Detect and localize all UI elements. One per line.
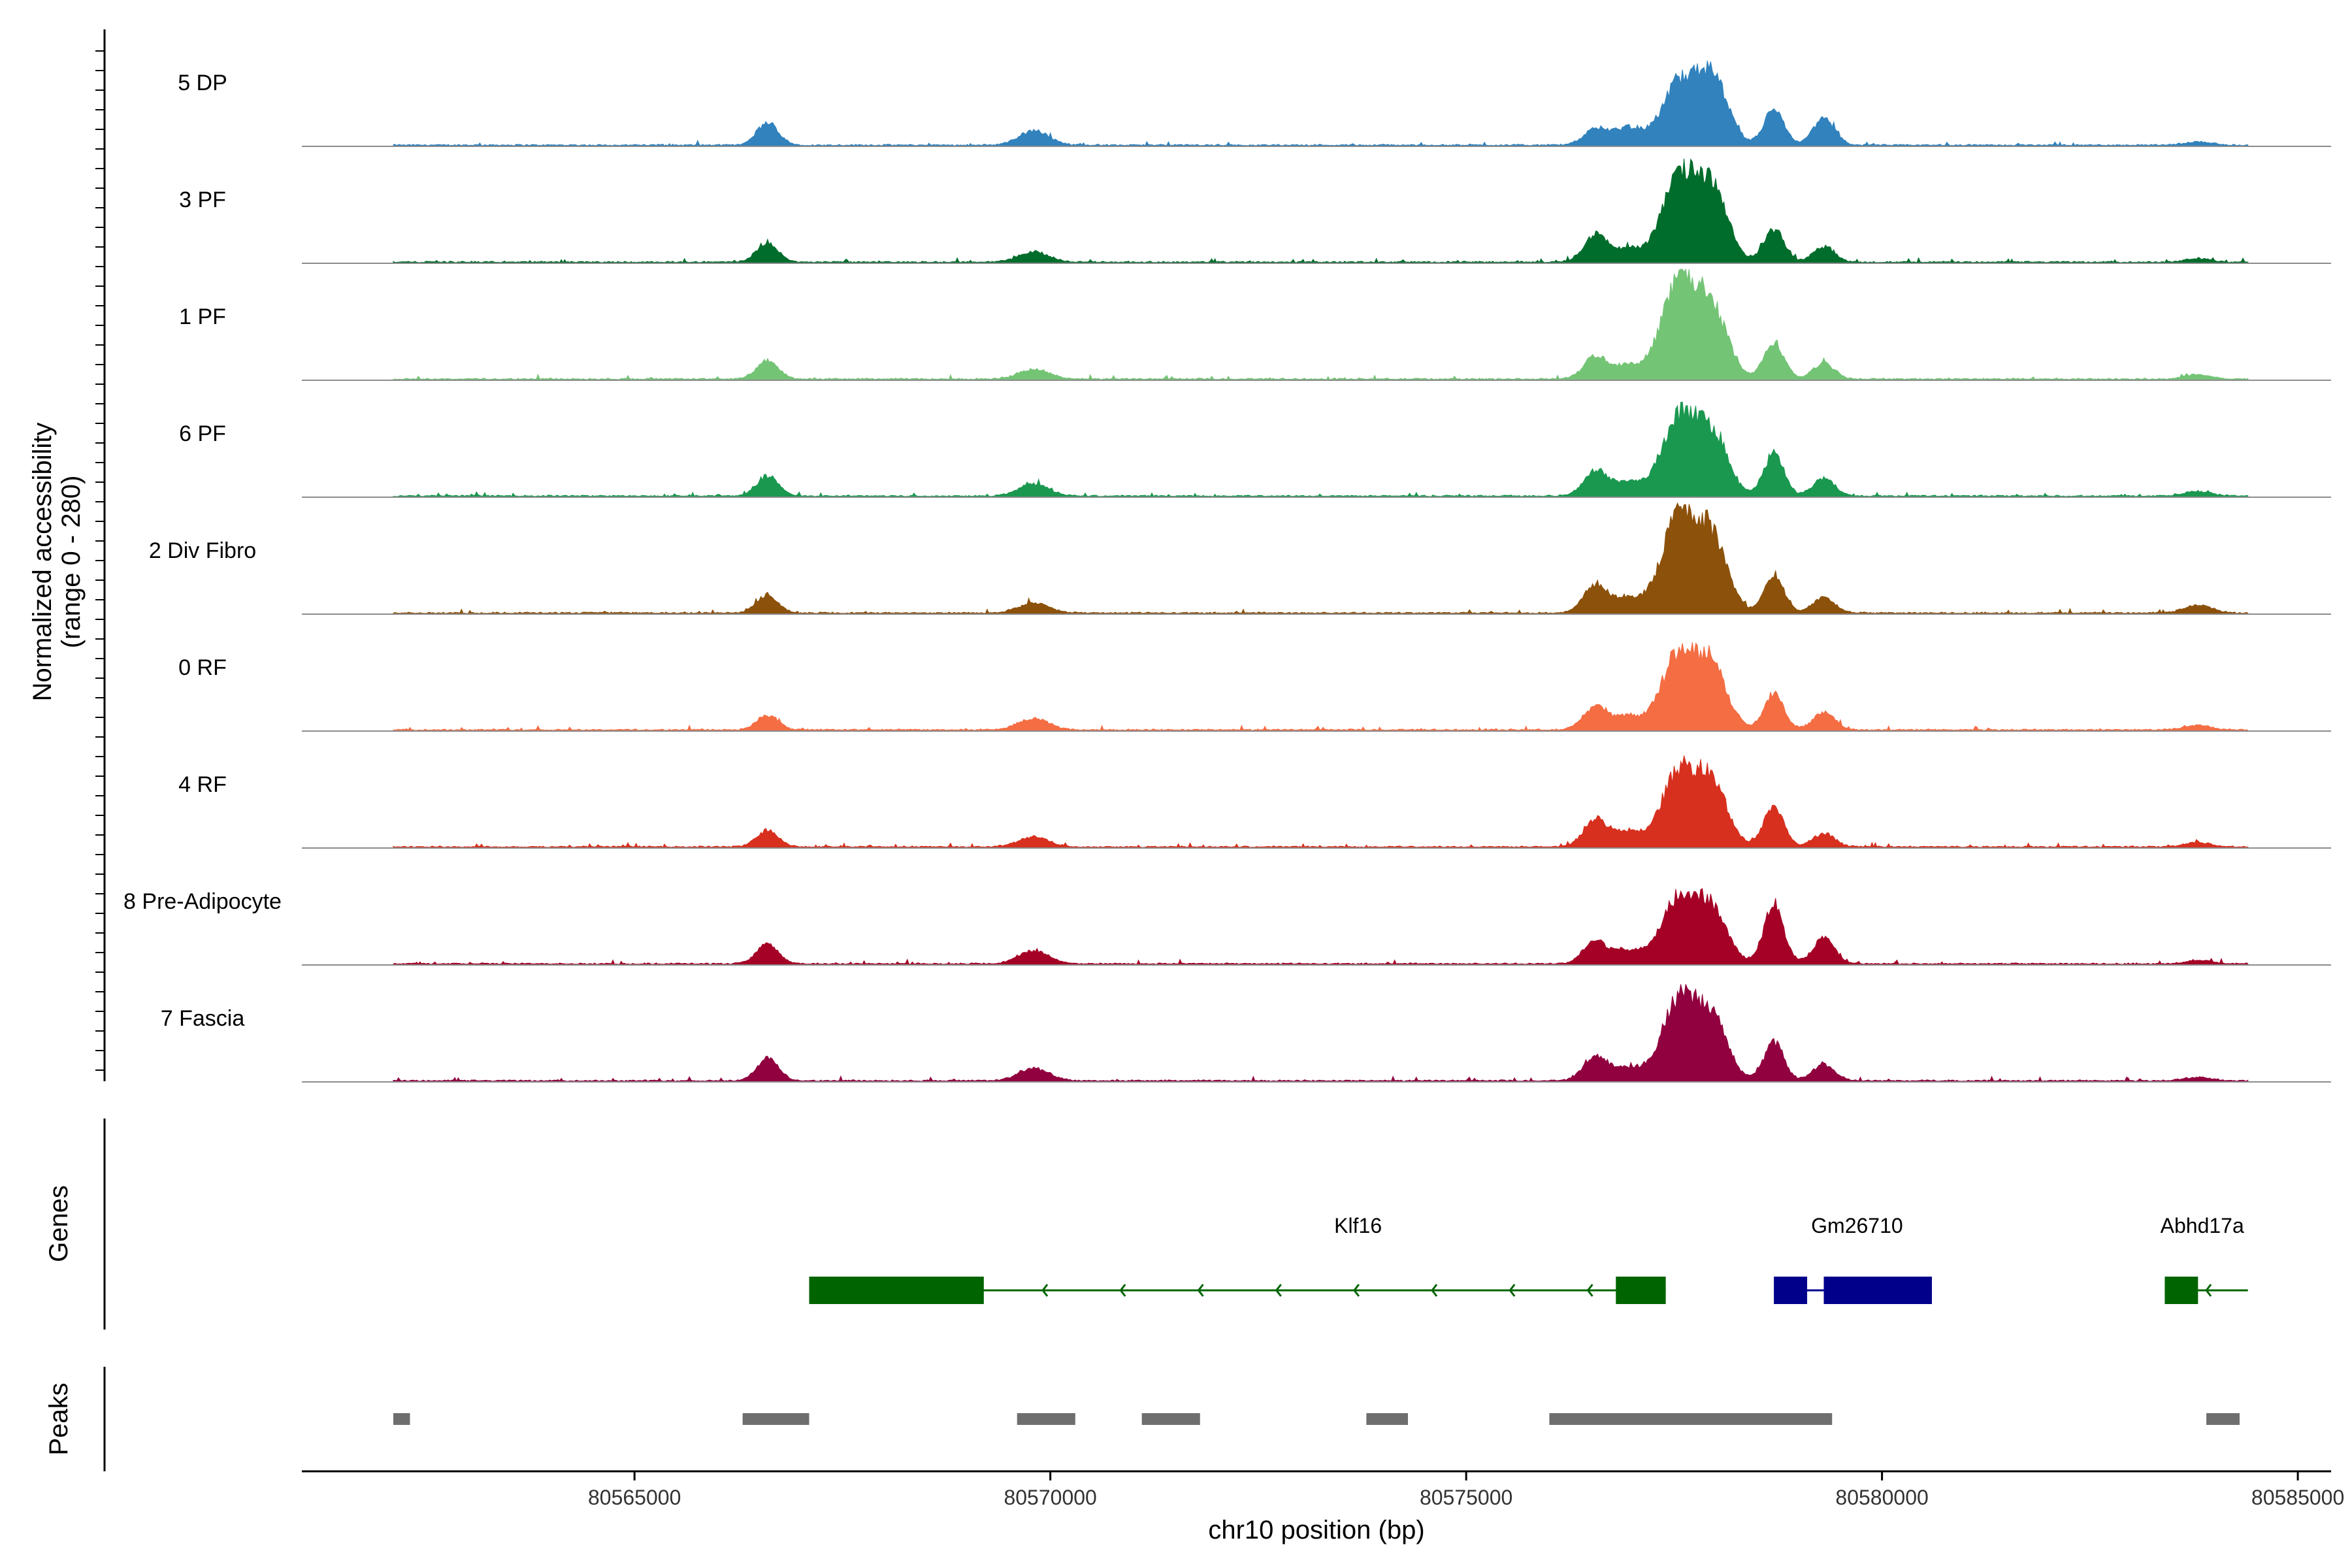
strand-arrow bbox=[1509, 1284, 1516, 1297]
peak-region bbox=[1366, 1413, 1409, 1425]
exon bbox=[1823, 1277, 1932, 1304]
track-label-7-fascia: 7 Fascia bbox=[161, 1006, 245, 1031]
x-tick-label: 80580000 bbox=[1835, 1486, 1928, 1509]
track-label-2-div-fibro: 2 Div Fibro bbox=[149, 538, 256, 563]
x-axis-title: chr10 position (bp) bbox=[1208, 1516, 1424, 1544]
strand-arrow bbox=[1275, 1284, 1282, 1297]
track-0-rf: 0 RF bbox=[178, 642, 2331, 732]
coverage-area-6-pf bbox=[393, 401, 2249, 498]
coverage-area-3-pf bbox=[393, 158, 2249, 264]
track-label-1-pf: 1 PF bbox=[179, 304, 226, 329]
track-label-8-pre-adipocyte: 8 Pre-Adipocyte bbox=[123, 889, 282, 914]
x-tick-label: 80575000 bbox=[1420, 1486, 1512, 1509]
peak-region bbox=[393, 1413, 410, 1425]
strand-arrow bbox=[1197, 1284, 1204, 1297]
peaks-track bbox=[393, 1413, 2240, 1425]
coverage-area-1-pf bbox=[393, 268, 2249, 381]
track-label-4-rf: 4 RF bbox=[178, 772, 227, 797]
strand-arrow bbox=[1586, 1284, 1593, 1297]
track-4-rf: 4 RF bbox=[178, 755, 2331, 849]
track-3-pf: 3 PF bbox=[179, 158, 2331, 264]
track-1-pf: 1 PF bbox=[179, 268, 2331, 381]
gene-label: Gm26710 bbox=[1811, 1214, 1903, 1237]
coverage-area-8-pre-adipocyte bbox=[393, 888, 2249, 966]
coverage-tracks: 5 DP 3 PF 1 PF 6 PF 2 Div Fibro 0 RF 4 RF 8 Pre… bbox=[123, 60, 2331, 1083]
strand-arrow bbox=[1431, 1284, 1438, 1297]
track-8-pre-adipocyte: 8 Pre-Adipocyte bbox=[123, 888, 2331, 966]
x-tick-label: 80570000 bbox=[1004, 1486, 1096, 1509]
track-label-0-rf: 0 RF bbox=[178, 655, 227, 680]
gene-gm26710: Gm26710 bbox=[1774, 1214, 1932, 1304]
exon bbox=[809, 1277, 984, 1304]
exon bbox=[1616, 1277, 1666, 1304]
x-tick-label: 80585000 bbox=[2251, 1486, 2344, 1509]
exon bbox=[1774, 1277, 1808, 1304]
coverage-area-4-rf bbox=[393, 755, 2249, 849]
track-7-fascia: 7 Fascia bbox=[161, 984, 2331, 1083]
gene-annotation-track: Klf16 Gm26710 Abhd17a bbox=[809, 1214, 2248, 1304]
track-5-dp: 5 DP bbox=[178, 60, 2331, 147]
track-label-3-pf: 3 PF bbox=[179, 188, 226, 212]
peak-region bbox=[1549, 1413, 1833, 1425]
x-axis-ticks: 80565000 80570000 80575000 80580000 80585000 bbox=[588, 1471, 2344, 1509]
exon bbox=[2164, 1277, 2198, 1304]
coverage-area-7-fascia bbox=[393, 984, 2249, 1083]
peak-region bbox=[1017, 1413, 1075, 1425]
strand-arrow bbox=[2205, 1284, 2212, 1297]
track-6-pf: 6 PF bbox=[179, 401, 2331, 498]
gene-klf16: Klf16 bbox=[809, 1214, 1666, 1304]
gene-abhd17a: Abhd17a bbox=[2161, 1214, 2248, 1304]
y-axis-title-range: (range 0 - 280) bbox=[57, 476, 86, 649]
y-axis-title: Normalized accessibility bbox=[28, 423, 57, 702]
gene-label: Klf16 bbox=[1334, 1214, 1382, 1237]
track-label-6-pf: 6 PF bbox=[179, 421, 226, 446]
peak-region bbox=[1141, 1413, 1200, 1425]
gene-label: Abhd17a bbox=[2161, 1214, 2244, 1237]
coverage-y-ticks bbox=[95, 50, 105, 1071]
peaks-track-label: Peaks bbox=[44, 1382, 73, 1455]
coverage-area-5-dp bbox=[393, 60, 2249, 147]
coverage-area-2-div-fibro bbox=[393, 502, 2249, 615]
peak-region bbox=[742, 1413, 809, 1425]
peak-region bbox=[2206, 1413, 2240, 1425]
strand-arrow bbox=[1041, 1284, 1049, 1297]
track-2-div-fibro: 2 Div Fibro bbox=[149, 502, 2331, 615]
genes-track-label: Genes bbox=[44, 1185, 73, 1262]
strand-arrow bbox=[1119, 1284, 1126, 1297]
coverage-area-0-rf bbox=[393, 642, 2249, 732]
x-tick-label: 80565000 bbox=[588, 1486, 681, 1509]
strand-arrow bbox=[1352, 1284, 1360, 1297]
track-label-5-dp: 5 DP bbox=[178, 71, 227, 95]
